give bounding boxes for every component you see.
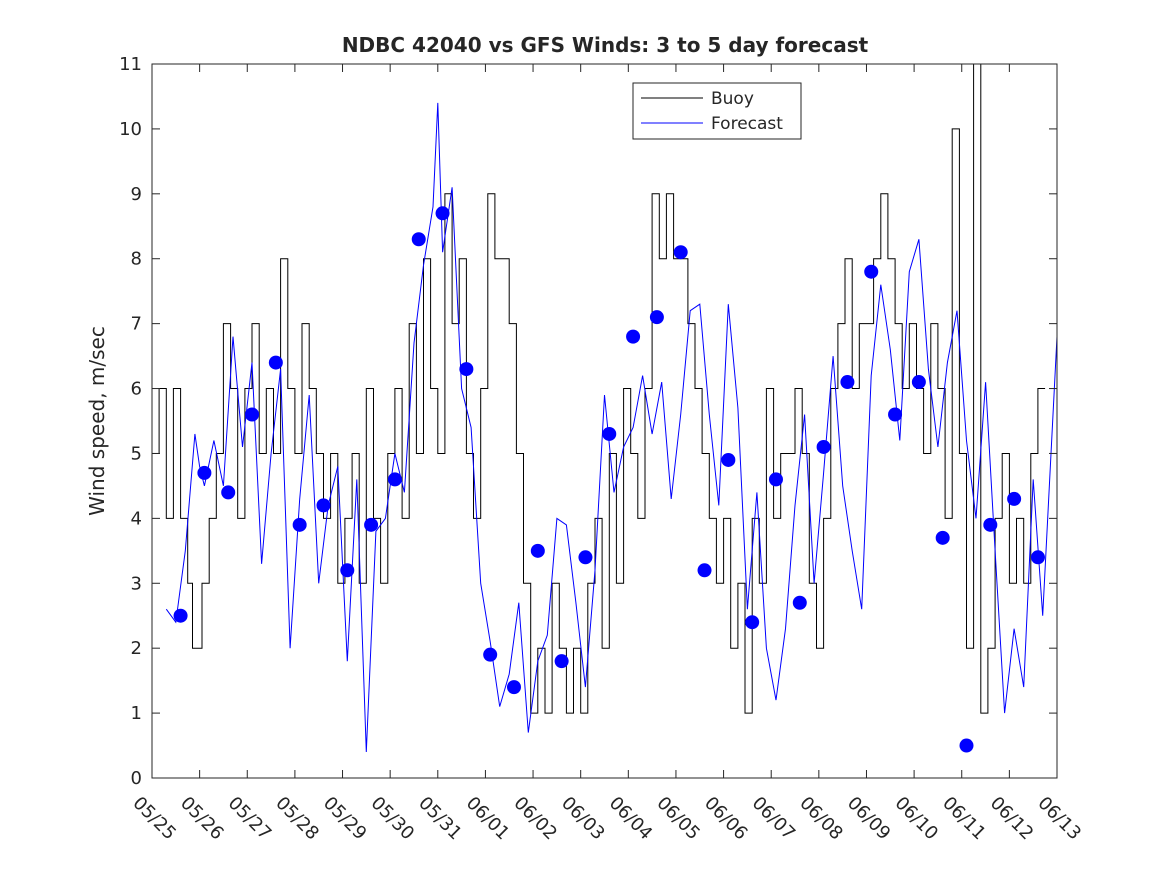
series-layer xyxy=(152,63,1058,753)
y-tick-label: 6 xyxy=(131,379,142,400)
chart-title: NDBC 42040 vs GFS Winds: 3 to 5 day fore… xyxy=(342,33,869,57)
forecast-marker xyxy=(673,245,688,260)
legend-box xyxy=(632,82,802,140)
forecast-marker xyxy=(578,550,593,565)
forecast-marker xyxy=(1007,491,1022,506)
y-tick-label: 4 xyxy=(131,508,142,529)
y-tick-label: 0 xyxy=(131,768,142,789)
forecast-marker xyxy=(983,517,998,532)
legend: Buoy Forecast xyxy=(632,82,802,140)
forecast-marker xyxy=(768,472,783,487)
forecast-marker xyxy=(840,375,855,390)
forecast-marker xyxy=(721,452,736,467)
forecast-marker xyxy=(173,608,188,623)
y-tick-label: 3 xyxy=(131,573,142,594)
buoy-line xyxy=(152,63,1046,714)
forecast-marker xyxy=(888,407,903,422)
y-axis: 0 1 2 3 4 5 6 7 8 9 10 11 xyxy=(119,54,1057,789)
forecast-marker xyxy=(340,563,355,578)
forecast-marker xyxy=(530,543,545,558)
forecast-marker xyxy=(959,738,974,753)
y-tick-label: 8 xyxy=(131,249,142,270)
forecast-marker xyxy=(387,472,402,487)
y-tick-label: 10 xyxy=(119,119,142,140)
forecast-marker xyxy=(864,264,879,279)
forecast-marker xyxy=(792,595,807,610)
forecast-marker xyxy=(626,329,641,344)
y-tick-label: 5 xyxy=(131,443,142,464)
legend-label: Buoy xyxy=(711,89,754,109)
forecast-marker xyxy=(602,426,617,441)
forecast-marker xyxy=(245,407,260,422)
forecast-marker xyxy=(459,362,474,377)
forecast-marker xyxy=(483,647,498,662)
forecast-marker xyxy=(935,530,950,545)
forecast-marker xyxy=(649,310,664,325)
y-axis-label: Wind speed, m/sec xyxy=(85,326,109,516)
forecast-marker xyxy=(221,485,236,500)
forecast-marker xyxy=(1030,550,1045,565)
forecast-marker xyxy=(507,680,521,695)
forecast-marker xyxy=(554,654,569,669)
plot-frame xyxy=(151,63,1058,779)
forecast-marker xyxy=(197,465,212,480)
forecast-marker xyxy=(292,517,307,532)
forecast-marker xyxy=(364,517,379,532)
plot-area xyxy=(152,64,1057,778)
forecast-marker xyxy=(816,439,831,454)
y-tick-label: 1 xyxy=(131,703,142,724)
forecast-marker xyxy=(745,615,760,630)
forecast-marker xyxy=(268,355,283,370)
y-tick-label: 11 xyxy=(119,54,142,75)
y-tick-label: 2 xyxy=(131,638,142,659)
legend-label: Forecast xyxy=(711,114,783,134)
y-tick-label: 9 xyxy=(131,184,142,205)
forecast-marker xyxy=(911,375,926,390)
forecast-marker xyxy=(435,206,450,221)
forecast-marker xyxy=(411,232,426,247)
y-tick-label: 7 xyxy=(131,314,142,335)
forecast-marker xyxy=(697,563,712,578)
forecast-marker xyxy=(316,498,331,513)
